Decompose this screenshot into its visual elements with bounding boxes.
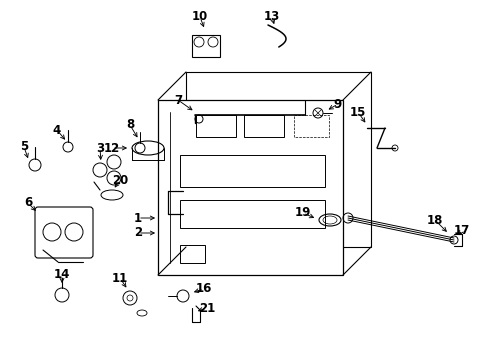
Text: 20: 20 [112,174,128,186]
Bar [244,115,284,137]
Text: 16: 16 [195,283,212,296]
Text: 11: 11 [112,271,128,284]
Text: 10: 10 [191,10,208,23]
Text: 8: 8 [125,118,134,131]
Text: 4: 4 [53,123,61,136]
Text: 19: 19 [294,207,310,220]
Text: 12: 12 [103,141,120,154]
Text: 14: 14 [54,269,70,282]
Text: 1: 1 [134,211,142,225]
Text: 9: 9 [333,98,342,111]
Text: 6: 6 [24,197,32,210]
Bar [293,115,328,137]
Bar [185,72,370,247]
Text: 2: 2 [134,226,142,239]
Bar [192,35,220,57]
Bar [180,155,325,187]
Text: 5: 5 [20,140,28,153]
Bar [158,100,342,275]
Text: 17: 17 [453,224,469,237]
Text: 7: 7 [174,94,182,107]
Text: 13: 13 [264,10,280,23]
Text: 15: 15 [349,105,366,118]
Text: 21: 21 [199,302,215,315]
Bar [196,115,236,137]
Bar [180,200,325,228]
Text: 3: 3 [96,141,104,154]
Bar [180,245,204,263]
Text: 18: 18 [426,213,442,226]
